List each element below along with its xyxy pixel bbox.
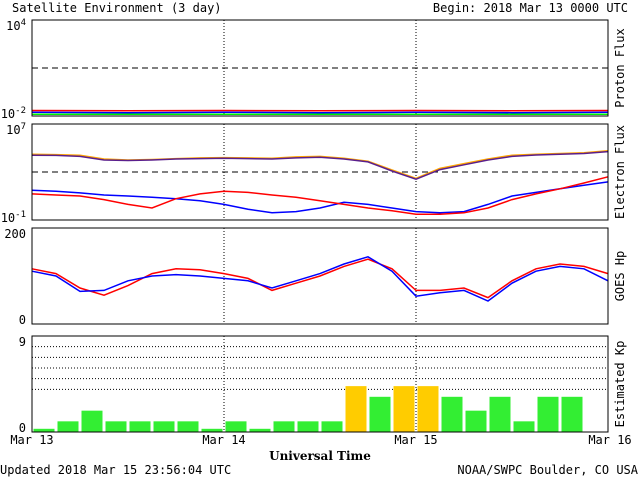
y-tick-top: 107 <box>6 122 26 137</box>
begin-label: Begin: 2018 Mar 13 0000 UTC <box>433 1 628 15</box>
kp-bar <box>537 396 559 432</box>
kp-bar <box>57 421 79 432</box>
kp-bar <box>345 386 367 432</box>
kp-bar <box>465 410 487 432</box>
kp-ylabel: Estimated Kp <box>613 341 627 428</box>
y-tick-bottom: 0 <box>19 421 26 435</box>
electron-ylabel: Electron Flux <box>613 125 627 219</box>
kp-bar <box>249 428 271 432</box>
kp-bar <box>513 421 535 432</box>
kp-bar <box>129 421 151 432</box>
goes_hp-panel: 200 0 GOES Hp <box>4 227 627 327</box>
credit-label: NOAA/SWPC Boulder, CO USA <box>457 463 638 477</box>
kp-bar <box>441 396 463 432</box>
kp-bar <box>417 386 439 432</box>
kp-bar <box>81 410 103 432</box>
x-tick-label: Mar 14 <box>202 433 245 447</box>
proton-frame <box>31 19 609 117</box>
kp-bar <box>273 421 295 432</box>
x-tick-label: Mar 16 <box>588 433 631 447</box>
kp-bar <box>177 421 199 432</box>
electron-panel: 107 10-1 Electron Flux <box>1 122 627 225</box>
kp-bar <box>201 428 223 432</box>
x-tick-label: Mar 15 <box>394 433 437 447</box>
goes_hp-series-blue <box>31 255 609 302</box>
x-axis-title: Universal Time <box>269 449 371 463</box>
kp-bar <box>393 386 415 432</box>
plot-panels: 104 10-2 Proton Flux 107 10-1 Electron Flux 20… <box>1 18 627 435</box>
proton-panel: 104 10-2 Proton Flux <box>1 18 627 121</box>
kp-bar <box>321 421 343 432</box>
kp-frame <box>31 335 609 433</box>
kp-bar <box>225 421 247 432</box>
kp-bar <box>489 396 511 432</box>
kp-bar <box>33 428 55 432</box>
electron-series-orange <box>31 149 609 180</box>
kp-bar <box>369 396 391 432</box>
goes_hp-series-red <box>31 258 609 299</box>
y-tick-top: 200 <box>4 227 26 241</box>
goes_hp-frame <box>31 227 609 325</box>
electron-frame <box>31 123 609 221</box>
chart-title: Satellite Environment (3 day) <box>12 1 222 15</box>
y-tick-bottom: 10-2 <box>1 106 26 121</box>
goes_hp-ylabel: GOES Hp <box>613 251 627 302</box>
y-tick-bottom: 0 <box>19 313 26 327</box>
electron-series-blue <box>31 181 609 214</box>
kp-bar <box>105 421 127 432</box>
y-tick-top: 9 <box>19 335 26 349</box>
proton-ylabel: Proton Flux <box>613 28 627 107</box>
electron-series-purple <box>31 150 609 180</box>
y-tick-bottom: 10-1 <box>1 210 26 225</box>
kp-bar <box>153 421 175 432</box>
kp-bar <box>561 396 583 432</box>
y-tick-top: 104 <box>6 18 26 33</box>
x-tick-label: Mar 13 <box>10 433 53 447</box>
updated-timestamp: Updated 2018 Mar 15 23:56:04 UTC <box>0 463 231 477</box>
kp-bar <box>297 421 319 432</box>
kp-panel: 9 0 Estimated Kp <box>19 335 627 435</box>
electron-series-red <box>31 176 609 216</box>
